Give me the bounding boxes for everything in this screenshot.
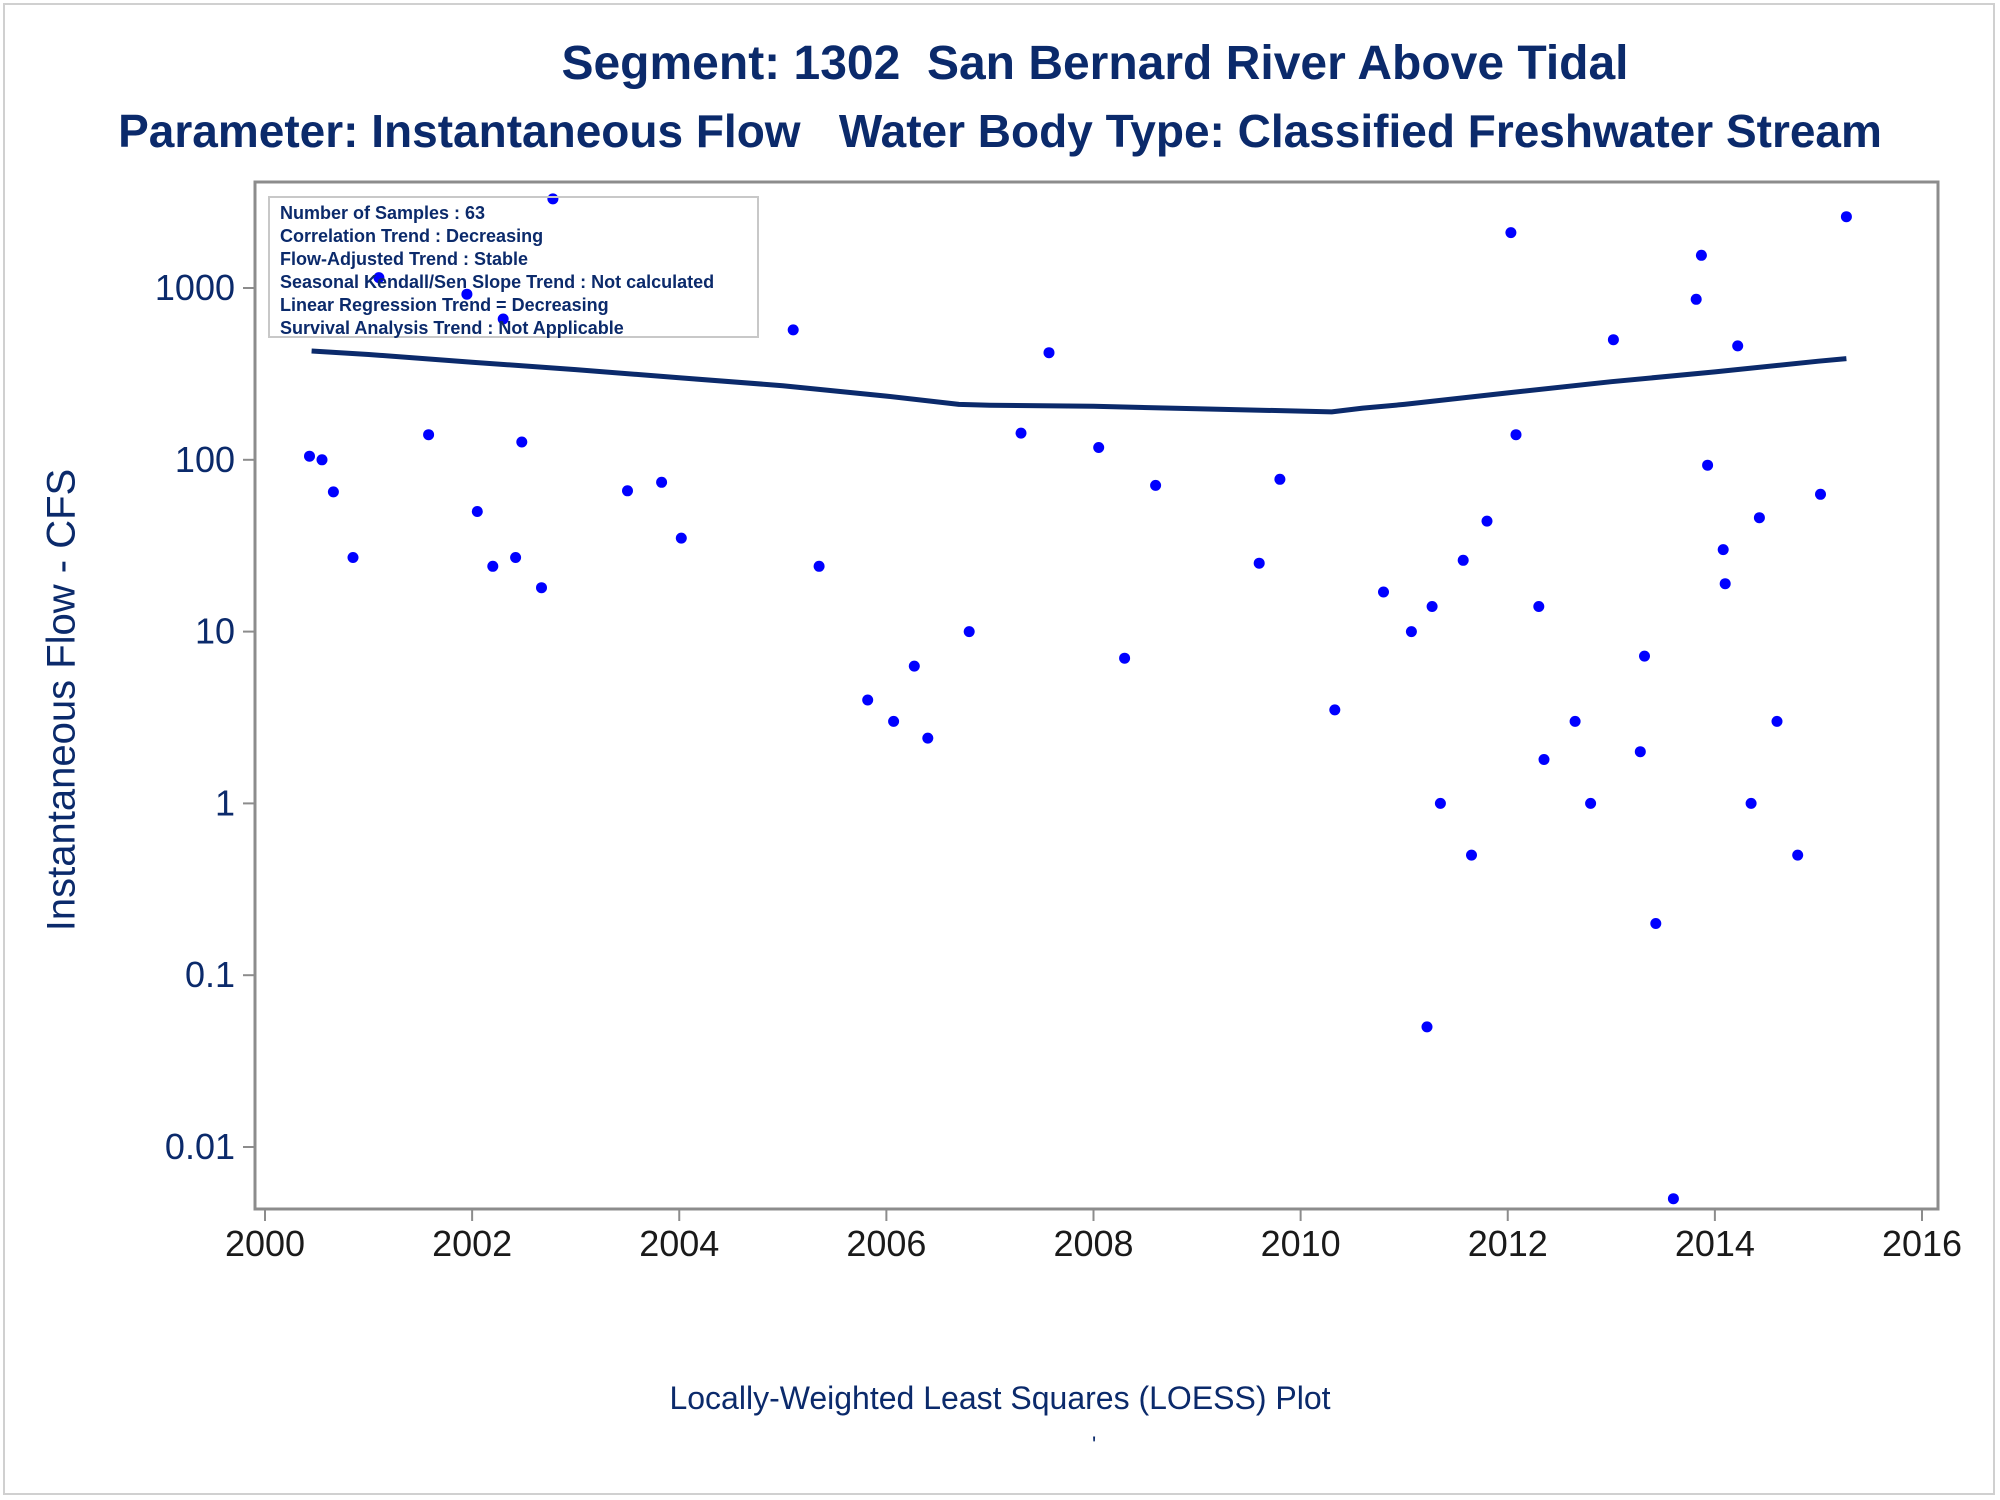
data-point [888,715,900,727]
y-tick-label: 1 [215,782,235,823]
data-point [675,532,687,544]
chart-subtitle: Parameter: Instantaneous Flow Water Body… [118,105,1882,157]
data-point [1510,429,1522,441]
stats-line-linear-regression: Linear Regression Trend = Decreasing [280,295,609,315]
stats-line-seasonal-kendall: Seasonal Kendall/Sen Slope Trend : Not c… [280,272,715,292]
y-tick-label: 1000 [155,267,235,308]
data-point [516,436,528,448]
data-point [1015,427,1027,439]
data-point [1667,1193,1679,1205]
data-point [1607,334,1619,346]
data-point [862,694,874,706]
trend-stats-box: Number of Samples : 63 Correlation Trend… [268,196,759,338]
x-tick-label: 2016 [1882,1223,1962,1264]
data-point [471,506,483,517]
data-point [316,454,328,466]
y-tick-label: 0.1 [185,954,235,995]
data-point [1457,554,1469,566]
x-tick-label: 2014 [1675,1223,1755,1264]
data-point [656,476,668,488]
data-point [1253,557,1265,569]
x-tick-label: 2000 [225,1223,305,1264]
data-point [536,582,547,594]
data-point [347,552,359,563]
data-point [922,732,934,744]
data-point [1634,746,1646,758]
data-point [1690,293,1702,305]
chart-frame [3,3,1995,1495]
data-point [787,324,799,336]
data-point [1093,442,1105,453]
data-point [1569,715,1581,727]
data-point [1745,797,1757,809]
loess-line [311,348,1847,415]
data-point [1119,652,1131,664]
data-point [1274,473,1286,485]
data-point [1753,512,1765,524]
chart-footnote: Locally-Weighted Least Squares (LOESS) P… [669,1380,1331,1416]
y-tick-label: 10 [195,611,235,652]
data-point [1585,797,1597,809]
data-point [461,288,473,300]
data-point [1043,347,1055,359]
x-tick-label: 2002 [432,1223,512,1264]
data-point [1695,249,1707,261]
data-point [497,313,509,325]
data-point [1650,918,1662,929]
data-point [373,272,385,284]
chart-title: Segment: 1302 San Bernard River Above Ti… [561,37,1629,90]
footnote-mark: ' [1092,1432,1097,1457]
x-tick-label: 2008 [1053,1223,1133,1264]
data-point [1421,1021,1433,1033]
data-point [622,485,633,497]
data-point [1717,544,1729,556]
data-point [813,560,825,572]
stats-line-samples: Number of Samples : 63 [280,203,486,223]
data-point [1702,459,1714,471]
x-tick-label: 2004 [639,1223,719,1264]
stats-line-correlation: Correlation Trend : Decreasing [280,226,544,246]
data-point [1771,715,1783,727]
stats-line-flow-adjusted: Flow-Adjusted Trend : Stable [280,249,529,269]
stats-line-survival-analysis: Survival Analysis Trend : Not Applicable [280,318,624,338]
data-point [1434,797,1446,809]
plot-area-frame [253,180,1940,1211]
data-point [1466,849,1477,861]
x-tick-label: 2010 [1261,1223,1341,1264]
y-tick-label: 100 [175,439,235,480]
data-point [1378,586,1389,598]
data-point [1815,488,1826,500]
data-point [1533,601,1545,612]
x-tick-label: 2012 [1468,1223,1548,1264]
data-point [908,660,920,672]
data-point [327,486,339,498]
data-point [1329,704,1341,716]
data-point [487,560,499,572]
data-point [963,626,975,638]
y-tick-label: 0.01 [165,1126,235,1167]
data-point [1538,754,1550,765]
data-point [1719,578,1731,590]
data-point [1426,601,1438,612]
data-point [1150,479,1162,491]
x-tick-label: 2006 [846,1223,926,1264]
data-point [1639,650,1650,662]
data-point [1505,227,1517,239]
data-point [510,552,522,563]
data-point [304,450,315,462]
data-point [1732,340,1744,352]
data-point [1840,211,1852,223]
data-point [1481,515,1493,527]
data-point [1405,626,1417,638]
data-point [1792,849,1804,861]
data-point [423,429,435,441]
